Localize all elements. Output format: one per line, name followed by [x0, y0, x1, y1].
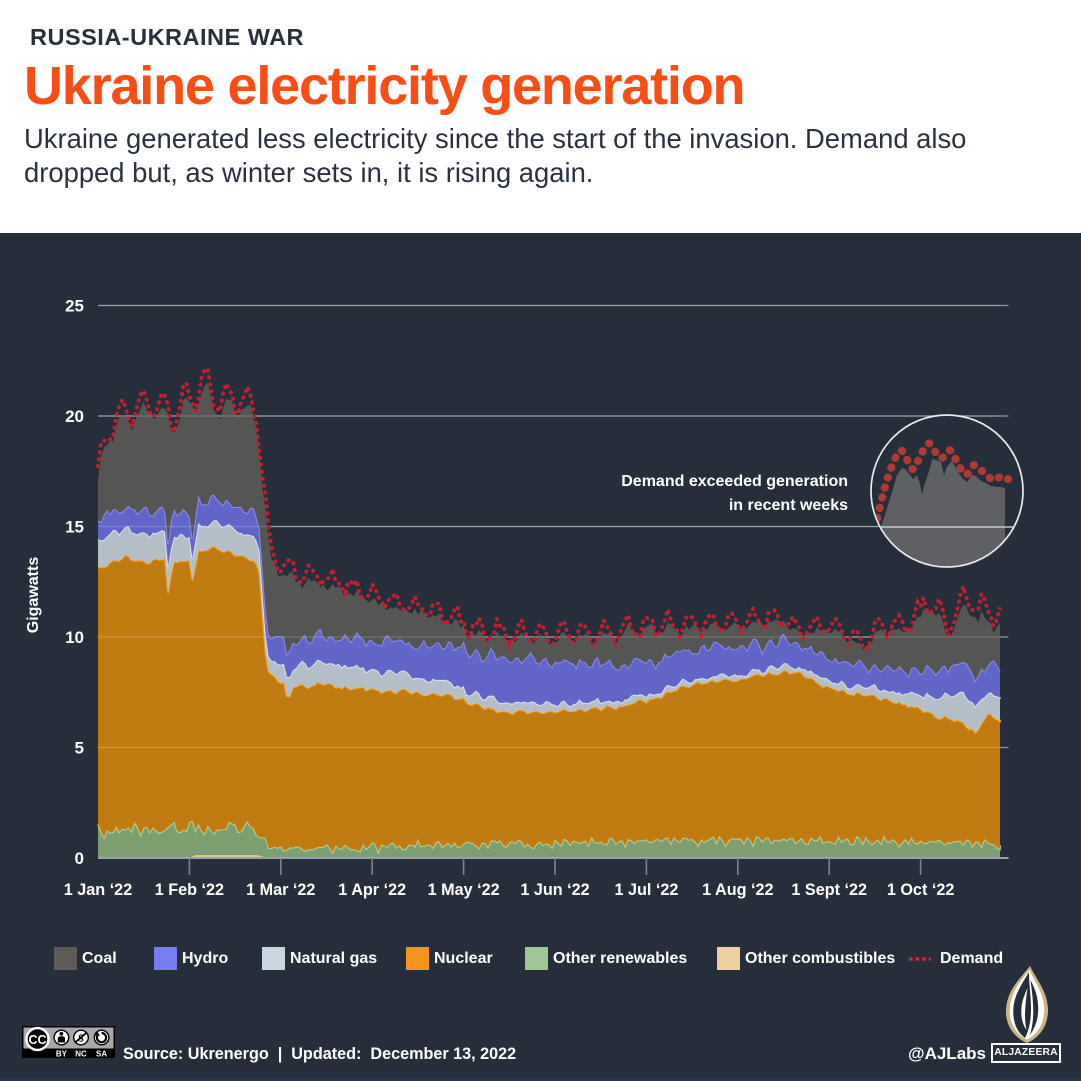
- svg-text:10: 10: [65, 628, 84, 647]
- svg-text:5: 5: [75, 739, 84, 758]
- svg-text:1 Jan ‘22: 1 Jan ‘22: [64, 881, 132, 899]
- svg-text:Demand exceeded generation: Demand exceeded generation: [621, 473, 848, 490]
- svg-text:$: $: [78, 1033, 83, 1044]
- svg-text:in recent weeks: in recent weeks: [729, 497, 848, 514]
- svg-text:1 Sept ‘22: 1 Sept ‘22: [791, 881, 867, 899]
- svg-text:CC: CC: [28, 1033, 46, 1047]
- svg-text:Gigawatts: Gigawatts: [25, 557, 42, 634]
- svg-text:1 Mar ‘22: 1 Mar ‘22: [246, 881, 315, 899]
- svg-text:1 Aug ‘22: 1 Aug ‘22: [702, 881, 773, 899]
- svg-text:1 May ‘22: 1 May ‘22: [428, 881, 500, 899]
- svg-text:20: 20: [65, 407, 84, 426]
- svg-text:BY: BY: [56, 1050, 68, 1059]
- svg-text:15: 15: [65, 518, 84, 537]
- svg-text:SA: SA: [96, 1050, 107, 1059]
- svg-text:25: 25: [65, 297, 84, 316]
- svg-text:1 Apr ‘22: 1 Apr ‘22: [338, 881, 406, 899]
- svg-text:1 Jun ‘22: 1 Jun ‘22: [520, 881, 589, 899]
- svg-text:1 Jul ‘22: 1 Jul ‘22: [614, 881, 678, 899]
- svg-text:1 Oct ‘22: 1 Oct ‘22: [887, 881, 955, 899]
- svg-text:1 Feb ‘22: 1 Feb ‘22: [155, 881, 224, 899]
- svg-text:NC: NC: [75, 1050, 87, 1059]
- svg-text:0: 0: [75, 849, 84, 868]
